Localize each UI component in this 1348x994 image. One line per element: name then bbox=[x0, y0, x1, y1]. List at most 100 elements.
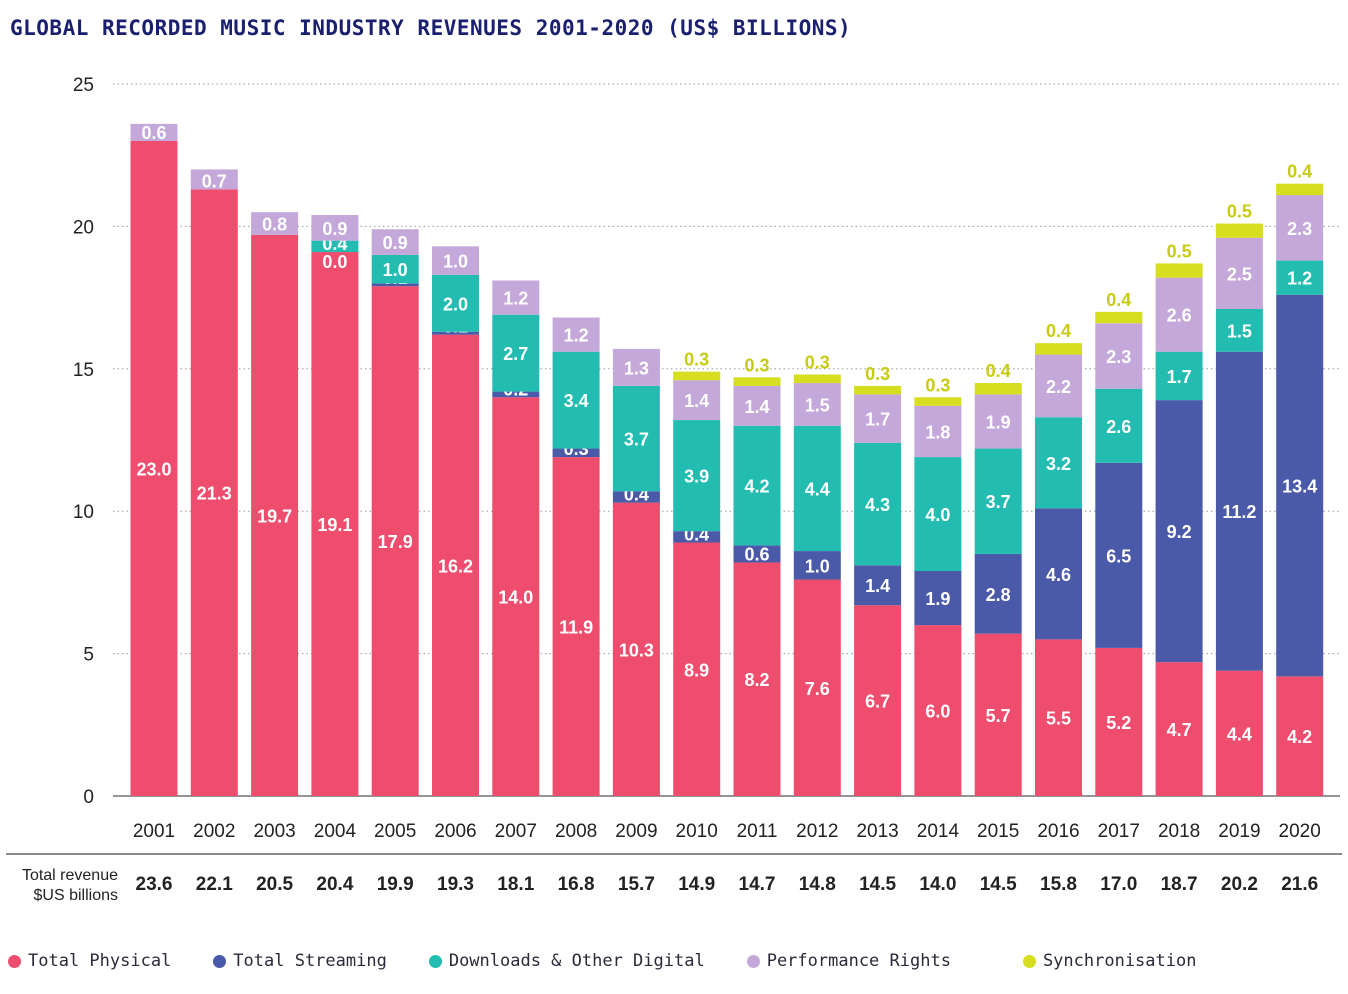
total-revenue-value: 14.7 bbox=[739, 874, 776, 895]
y-tick-label: 20 bbox=[73, 217, 94, 238]
total-revenue-value: 20.2 bbox=[1221, 874, 1258, 895]
bar-segment-performance bbox=[612, 348, 660, 386]
bar-segment-downloads bbox=[854, 442, 902, 566]
legend-label: Downloads & Other Digital bbox=[448, 951, 705, 971]
bar-segment-physical bbox=[311, 252, 359, 797]
bar-segment-physical bbox=[914, 625, 962, 796]
total-revenue-value: 14.5 bbox=[859, 874, 896, 895]
data-label-streaming: 6.5 bbox=[1106, 546, 1131, 566]
legend-item-streaming: Total Streaming bbox=[213, 951, 387, 971]
legend-label: Total Physical bbox=[28, 951, 172, 971]
bar-segment-performance bbox=[854, 394, 902, 443]
data-label-physical: 4.7 bbox=[1167, 720, 1192, 740]
data-label-performance: 1.8 bbox=[925, 422, 950, 442]
bar-segment-downloads bbox=[673, 420, 721, 532]
data-label-physical: 7.6 bbox=[805, 679, 830, 699]
bar-segment-performance bbox=[733, 385, 781, 426]
bar-segment-downloads bbox=[1215, 308, 1263, 352]
bar-segment-physical bbox=[190, 189, 238, 797]
data-label-performance: 2.3 bbox=[1106, 347, 1131, 367]
data-label-physical: 5.7 bbox=[986, 706, 1011, 726]
total-revenue-label-line1: Total revenue bbox=[22, 867, 118, 884]
data-label-downloads: 4.0 bbox=[925, 505, 950, 525]
data-label-sync: 0.5 bbox=[1227, 202, 1252, 222]
bar-segment-streaming bbox=[673, 531, 721, 543]
legend-item-sync: Synchronisation bbox=[1022, 951, 1196, 971]
bar-segment-performance bbox=[1215, 237, 1263, 309]
data-label-performance: 1.0 bbox=[443, 252, 468, 272]
bar-segment-downloads bbox=[552, 351, 600, 449]
data-label-physical: 4.4 bbox=[1227, 724, 1252, 744]
bar-segment-performance bbox=[1276, 195, 1324, 261]
bar-segment-performance bbox=[492, 280, 540, 315]
bar-segment-downloads bbox=[1276, 260, 1324, 295]
bar-segment-performance bbox=[1095, 323, 1143, 389]
bar-segment-performance bbox=[793, 383, 841, 426]
data-label-performance: 0.7 bbox=[202, 171, 227, 191]
bar-segment-streaming bbox=[1215, 351, 1263, 671]
data-label-sync: 0.4 bbox=[1287, 162, 1312, 182]
bar-segment-downloads bbox=[793, 425, 841, 552]
bar-segment-downloads bbox=[612, 385, 660, 492]
data-label-performance: 1.4 bbox=[684, 391, 709, 411]
bar-segment-performance bbox=[251, 212, 299, 235]
bar-segment-streaming bbox=[371, 283, 419, 287]
bar-segment-sync bbox=[1215, 223, 1263, 238]
x-tick-label: 2010 bbox=[676, 821, 718, 842]
legend-item-performance: Performance Rights bbox=[746, 951, 951, 971]
bar-segment-streaming bbox=[914, 571, 962, 626]
bar-segment-sync bbox=[793, 374, 841, 384]
total-revenue-label-line2: $US billions bbox=[34, 887, 118, 904]
bar-segment-sync bbox=[733, 377, 781, 386]
bar-segment-streaming bbox=[1035, 508, 1082, 640]
bar-segment-sync bbox=[974, 383, 1022, 395]
bar-segment-physical bbox=[371, 286, 419, 796]
bar-segment-sync bbox=[1155, 263, 1203, 278]
data-label-performance: 1.4 bbox=[744, 397, 769, 417]
data-label-performance: 0.6 bbox=[141, 123, 166, 143]
data-label-performance: 0.9 bbox=[383, 233, 408, 253]
chart-title: GLOBAL RECORDED MUSIC INDUSTRY REVENUES … bbox=[10, 16, 852, 40]
total-revenue-value: 18.7 bbox=[1161, 874, 1198, 895]
legend-label: Performance Rights bbox=[766, 951, 951, 971]
data-label-sync: 0.4 bbox=[1046, 321, 1071, 341]
x-tick-label: 2012 bbox=[796, 821, 838, 842]
bar-segment-performance bbox=[1035, 354, 1082, 418]
x-tick-label: 2016 bbox=[1037, 821, 1079, 842]
data-label-downloads: 3.7 bbox=[624, 430, 649, 450]
bar-segment-streaming bbox=[793, 551, 841, 580]
bar-segment-performance bbox=[914, 405, 962, 458]
bar-segment-sync bbox=[1035, 343, 1082, 355]
bar-segment-physical bbox=[793, 579, 841, 796]
data-label-downloads: 1.0 bbox=[383, 260, 408, 280]
data-label-physical: 21.3 bbox=[197, 484, 232, 504]
x-tick-label: 2020 bbox=[1279, 821, 1321, 842]
bar-segment-performance bbox=[432, 246, 479, 275]
data-label-downloads: 3.7 bbox=[986, 492, 1011, 512]
data-label-sync: 0.3 bbox=[744, 355, 769, 375]
x-tick-label: 2018 bbox=[1158, 821, 1200, 842]
x-tick-label: 2002 bbox=[193, 821, 235, 842]
bar-segment-downloads bbox=[371, 254, 419, 284]
x-tick-label: 2008 bbox=[555, 821, 597, 842]
bar-segment-downloads bbox=[974, 448, 1022, 554]
total-revenue-value: 15.8 bbox=[1040, 874, 1077, 895]
data-label-sync: 0.3 bbox=[805, 352, 830, 372]
data-label-downloads: 4.3 bbox=[865, 495, 890, 515]
bar-segment-physical bbox=[130, 140, 178, 796]
stacked-bar-chart: 0 5 10 15 20 25 23.0 0.6 2001 23.6 21.3 0.7 2002 22.1… bbox=[6, 75, 1342, 904]
bar-segment-physical bbox=[251, 234, 299, 797]
data-label-performance: 0.9 bbox=[322, 219, 347, 239]
data-label-streaming: 11.2 bbox=[1222, 502, 1256, 522]
total-revenue-value: 18.1 bbox=[497, 874, 534, 895]
data-label-streaming: 0.6 bbox=[744, 544, 769, 564]
data-label-downloads: 4.2 bbox=[744, 477, 769, 497]
data-label-performance: 2.2 bbox=[1046, 377, 1071, 397]
total-revenue-value: 19.9 bbox=[377, 874, 414, 895]
x-tick-label: 2013 bbox=[856, 821, 898, 842]
total-revenue-value: 14.9 bbox=[678, 874, 715, 895]
bar-segment-sync bbox=[1276, 183, 1324, 196]
data-label-performance: 1.2 bbox=[564, 326, 589, 346]
legend-label: Total Streaming bbox=[233, 951, 387, 971]
bar-segment-physical bbox=[1276, 676, 1324, 796]
